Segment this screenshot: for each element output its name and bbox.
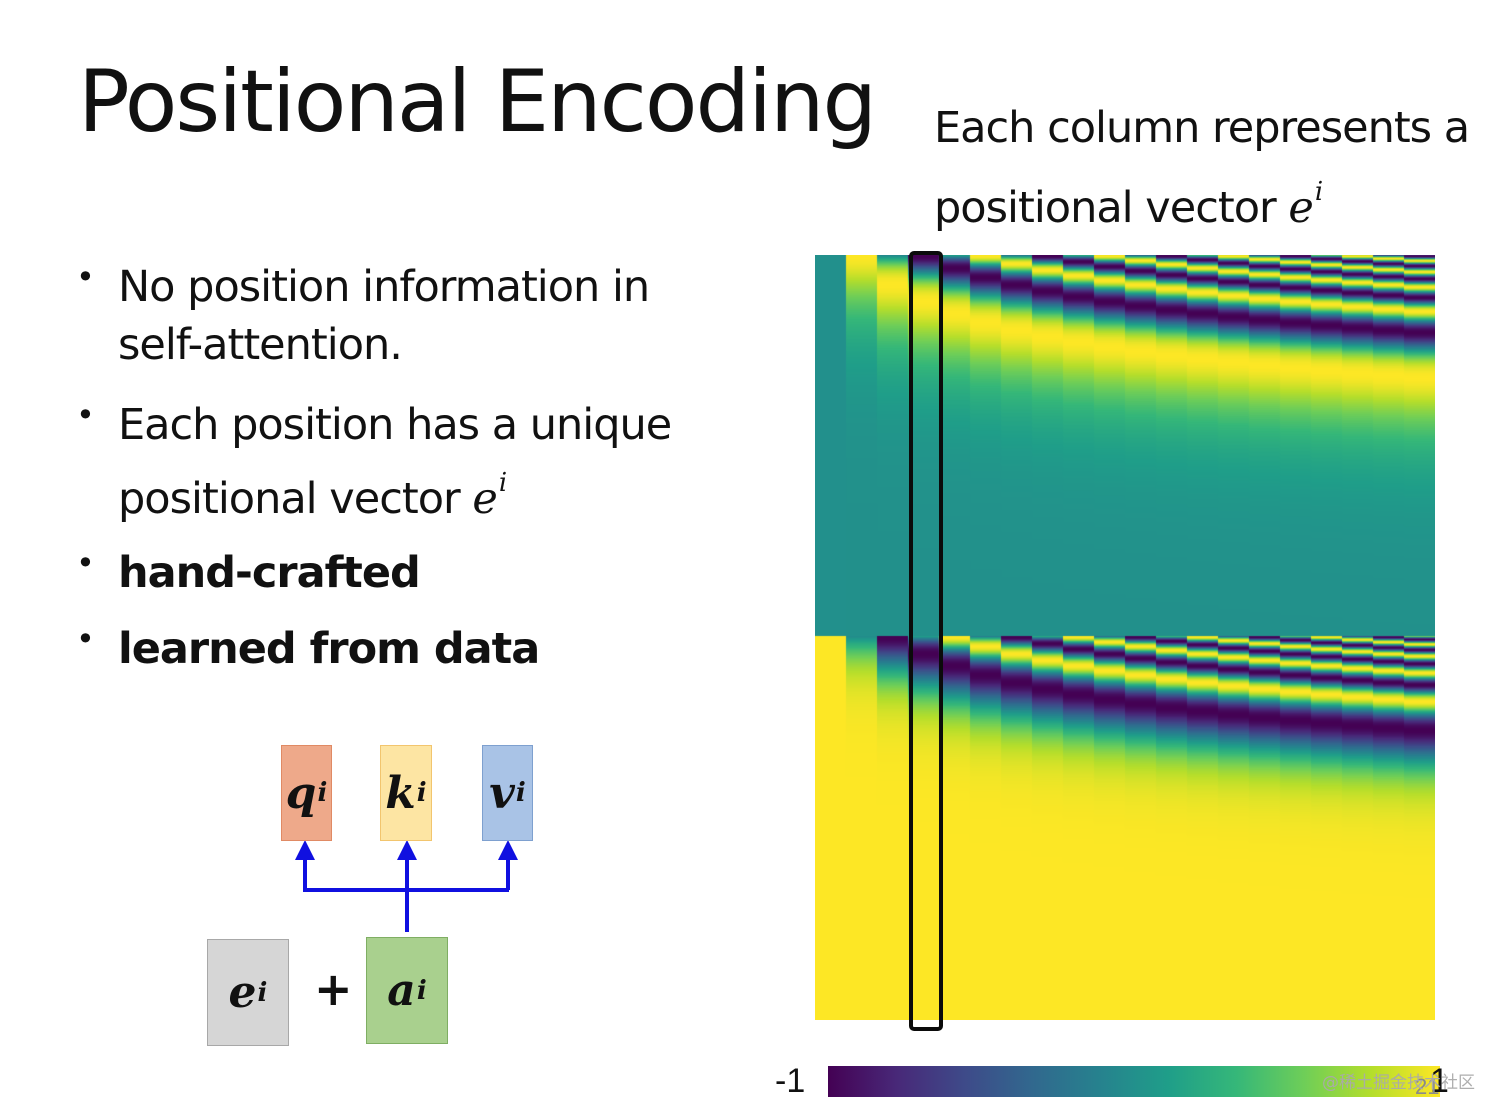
- positional-var: e: [228, 967, 257, 1018]
- bullet-text: hand-crafted: [118, 547, 421, 598]
- bullet-text: learned from data: [118, 623, 540, 674]
- bullet-list: • No position information in self-attent…: [76, 258, 756, 678]
- input-sup: i: [416, 975, 427, 1006]
- colorbar-min-label: -1: [775, 1062, 806, 1100]
- bullet-var: e: [472, 473, 497, 524]
- bullet-dot: •: [76, 396, 95, 434]
- bullet-dot: •: [76, 619, 95, 658]
- value-sup: i: [515, 778, 526, 808]
- bullet-text: No position information in self-attentio…: [118, 262, 650, 370]
- value-var: v: [489, 767, 515, 819]
- bullet-item: • Each position has a unique positional …: [76, 396, 756, 528]
- bullet-dot: •: [76, 258, 95, 296]
- watermark: @稀土掘金技术社区: [1322, 1073, 1475, 1093]
- colorbar-max-label: 1: [1430, 1062, 1449, 1100]
- highlighted-column-frame: [909, 251, 943, 1031]
- positional-sup: i: [257, 977, 268, 1008]
- caption-line-1: Each column represents a: [934, 103, 1470, 153]
- bullet-text-part: Each position has a unique positional ve…: [118, 400, 672, 524]
- bullet-item: • hand-crafted: [76, 544, 756, 602]
- slide-title: Positional Encoding: [78, 52, 877, 152]
- page-number: 21: [1415, 1074, 1440, 1099]
- bullet-sup: i: [498, 468, 507, 498]
- caption-sup: i: [1314, 177, 1323, 207]
- bullet-item: • learned from data: [76, 620, 756, 678]
- input-var: a: [387, 965, 416, 1016]
- query-var: q: [285, 767, 317, 819]
- bullet-item: • No position information in self-attent…: [76, 258, 756, 374]
- query-sup: i: [317, 778, 328, 808]
- positional-encoding-heatmap: [815, 255, 1435, 1020]
- caption-line-2-text: positional vector: [934, 182, 1289, 233]
- caption-var: e: [1288, 182, 1313, 233]
- key-sup: i: [416, 778, 427, 808]
- key-var: k: [385, 767, 416, 819]
- bullet-text: Each position has a unique positional ve…: [118, 396, 718, 528]
- caption-line-2: positional vector ei: [934, 160, 1512, 240]
- bullet-dot: •: [76, 543, 95, 582]
- heatmap-caption: Each column represents a positional vect…: [934, 96, 1512, 240]
- plus-operator: +: [314, 962, 353, 1016]
- colorbar: [828, 1066, 1440, 1097]
